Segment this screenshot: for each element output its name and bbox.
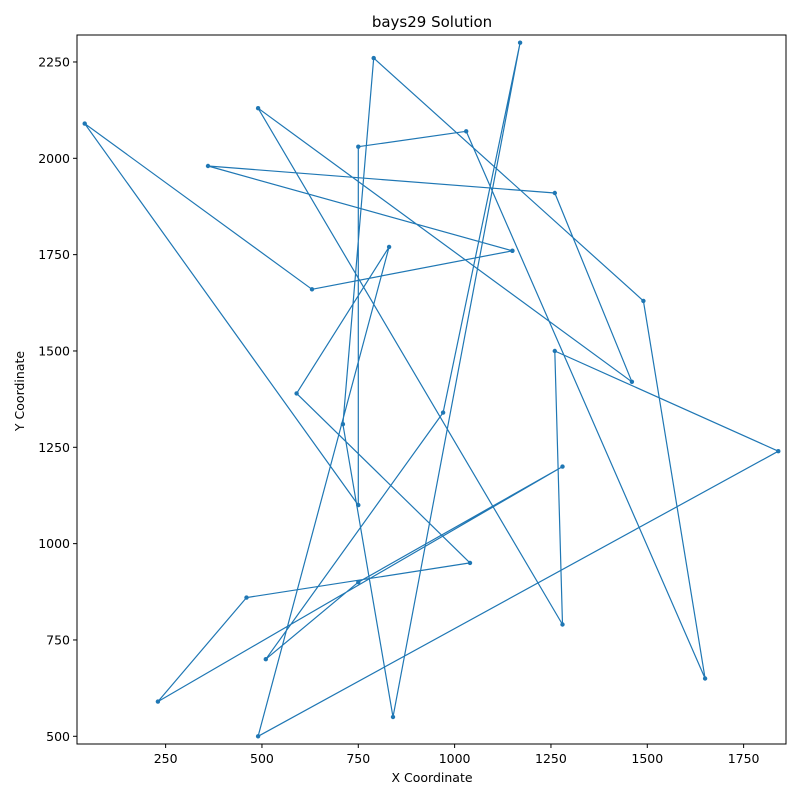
- tour-path-line: [84, 42, 779, 737]
- tour-point: [356, 580, 361, 585]
- y-axis-title: Y Coordinate: [12, 351, 27, 432]
- x-tick-label: 750: [346, 751, 370, 766]
- x-axis-title: X Coordinate: [391, 770, 472, 785]
- tour-point: [255, 734, 261, 739]
- x-axis-ticks: 250 500 750 1000 1250 1500 1750: [154, 744, 760, 766]
- y-tick-label: 1000: [38, 536, 70, 551]
- tour-point: [560, 622, 565, 627]
- x-tick-label: 1750: [728, 751, 760, 766]
- tour-point: [517, 40, 523, 45]
- tour-point: [356, 502, 361, 508]
- tour-point: [552, 348, 557, 354]
- tour-point: [629, 379, 635, 384]
- series-layer: [82, 40, 781, 739]
- tour-point: [467, 560, 473, 566]
- y-tick-label: 500: [46, 729, 70, 744]
- tour-point: [309, 287, 315, 292]
- tour-point: [552, 190, 557, 196]
- y-axis-ticks: 500 750 1000 1250 1500 1750 2000 2250: [38, 54, 77, 744]
- tour-point: [371, 55, 376, 61]
- tour-point: [440, 410, 446, 415]
- axes-frame: [76, 34, 787, 745]
- tour-point: [390, 714, 396, 720]
- x-tick-label: 1500: [631, 751, 663, 766]
- x-tick-label: 500: [250, 751, 274, 766]
- y-tick-label: 1250: [38, 440, 70, 455]
- tour-point: [560, 464, 565, 469]
- x-tick-label: 1250: [535, 751, 567, 766]
- plot-area: 250 500 750 1000 1250 1500 1750 500 750 1000 1250…: [38, 34, 787, 766]
- x-tick-label: 1000: [439, 751, 471, 766]
- tour-point: [263, 657, 268, 662]
- tour-point: [356, 144, 361, 149]
- tour-point: [510, 248, 515, 253]
- tour-point: [776, 449, 781, 454]
- tour-point: [205, 163, 211, 169]
- y-tick-label: 2000: [38, 151, 70, 166]
- tour-point: [244, 595, 249, 600]
- tour-point: [255, 106, 261, 111]
- x-tick-label: 250: [154, 751, 178, 766]
- y-tick-label: 1750: [38, 247, 70, 262]
- tour-point: [155, 699, 161, 704]
- y-tick-label: 2250: [38, 54, 70, 69]
- tour-point: [702, 676, 708, 681]
- tour-point: [464, 129, 469, 134]
- tour-point: [340, 422, 346, 427]
- y-tick-label: 1500: [38, 343, 70, 358]
- tour-point: [386, 244, 392, 250]
- tour-point: [294, 391, 299, 396]
- tour-point: [82, 121, 87, 126]
- y-tick-label: 750: [46, 632, 70, 647]
- chart-title: bays29 Solution: [372, 13, 492, 31]
- tour-point: [641, 298, 646, 304]
